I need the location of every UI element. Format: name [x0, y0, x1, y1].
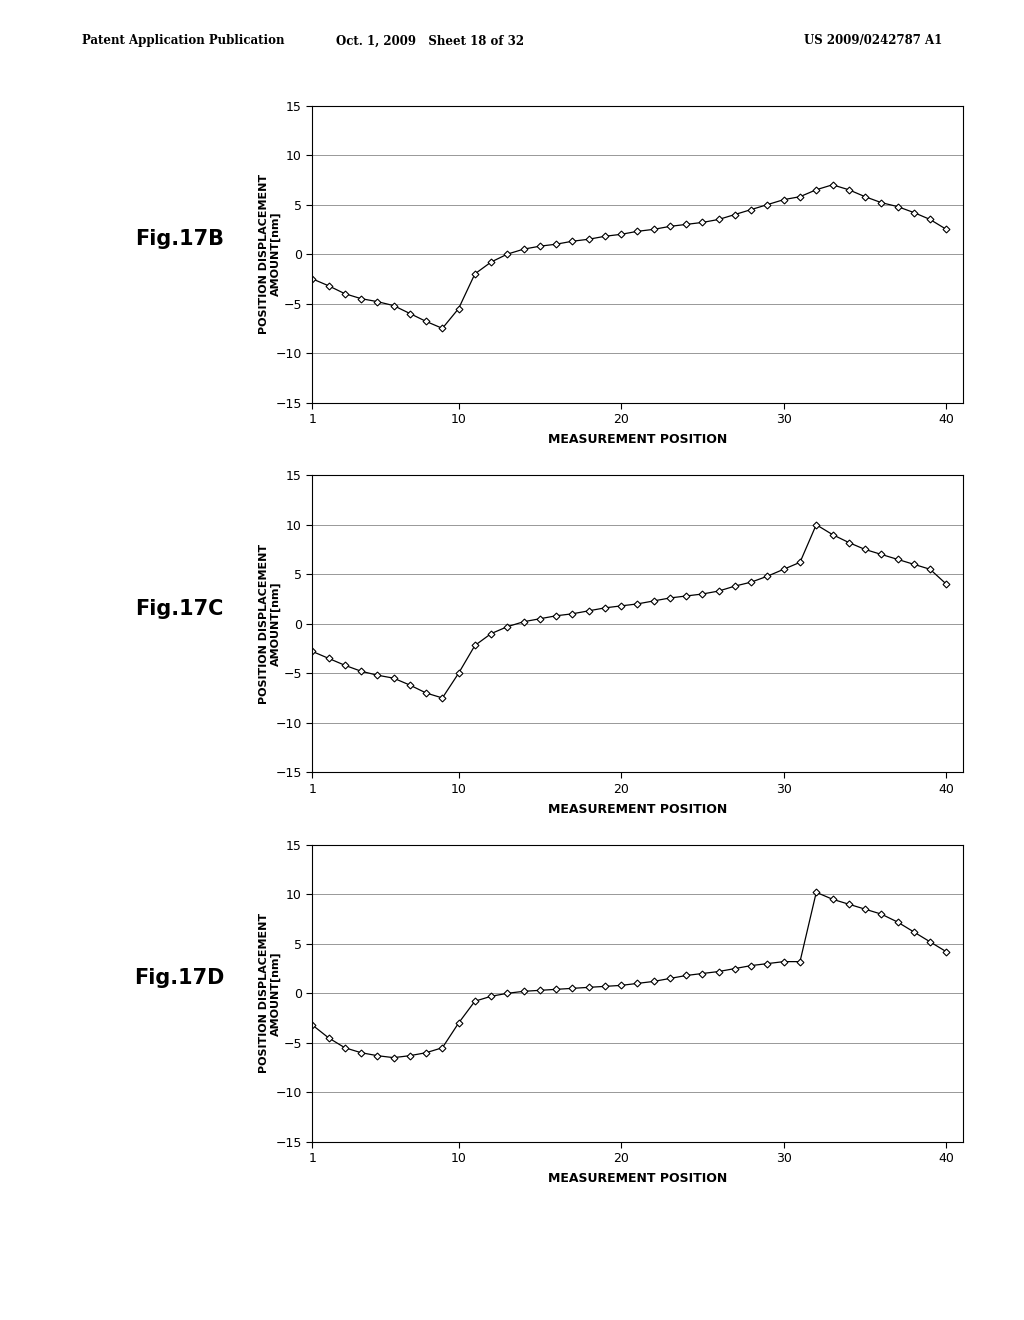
- X-axis label: MEASUREMENT POSITION: MEASUREMENT POSITION: [548, 1172, 727, 1185]
- X-axis label: MEASUREMENT POSITION: MEASUREMENT POSITION: [548, 433, 727, 446]
- Y-axis label: POSITION DISPLACEMENT
AMOUNT[nm]: POSITION DISPLACEMENT AMOUNT[nm]: [259, 544, 281, 704]
- Y-axis label: POSITION DISPLACEMENT
AMOUNT[nm]: POSITION DISPLACEMENT AMOUNT[nm]: [259, 913, 281, 1073]
- Text: Fig.17B: Fig.17B: [135, 230, 223, 249]
- Text: Patent Application Publication: Patent Application Publication: [82, 34, 285, 48]
- Text: Fig.17C: Fig.17C: [135, 599, 223, 619]
- Text: Oct. 1, 2009   Sheet 18 of 32: Oct. 1, 2009 Sheet 18 of 32: [336, 34, 524, 48]
- Text: Fig.17D: Fig.17D: [134, 969, 224, 989]
- Y-axis label: POSITION DISPLACEMENT
AMOUNT[nm]: POSITION DISPLACEMENT AMOUNT[nm]: [259, 174, 281, 334]
- Text: US 2009/0242787 A1: US 2009/0242787 A1: [804, 34, 942, 48]
- X-axis label: MEASUREMENT POSITION: MEASUREMENT POSITION: [548, 803, 727, 816]
